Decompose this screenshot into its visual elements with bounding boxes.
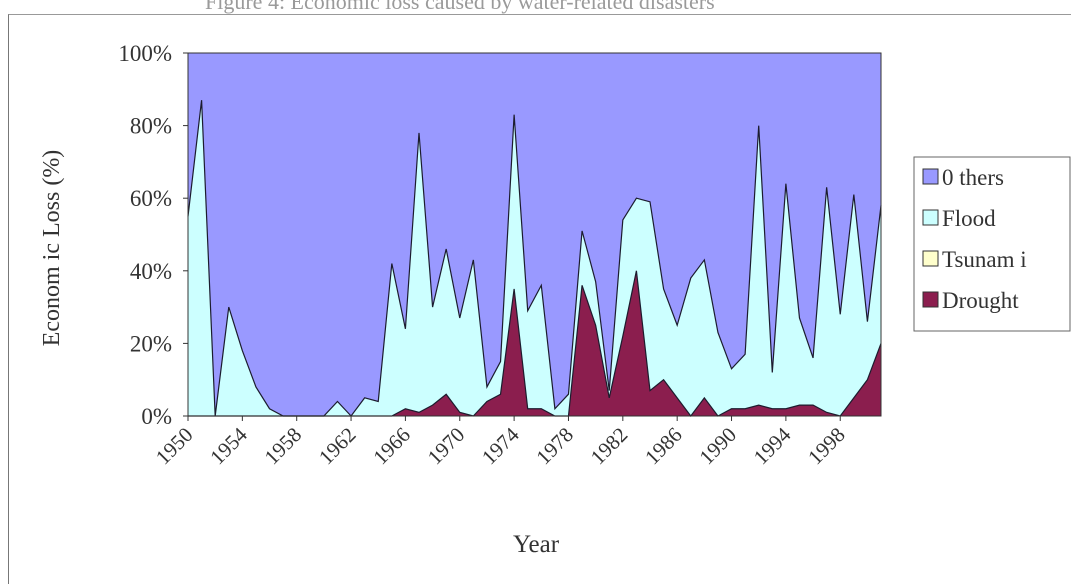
legend-label-0-thers: 0 thers	[942, 165, 1004, 190]
x-tick-label: 1986	[640, 423, 687, 470]
y-tick-label: 100%	[118, 41, 172, 66]
area-0-thers	[188, 53, 881, 416]
x-tick-label: 1966	[368, 423, 415, 470]
plot-area	[187, 52, 882, 418]
y-tick-label: 80%	[130, 114, 172, 139]
legend: 0 thers Flood Tsunam i Drought	[913, 156, 1071, 332]
area-flood	[188, 100, 881, 416]
x-tick-label: 1954	[205, 422, 252, 469]
legend-label-tsunam-i: Tsunam i	[942, 247, 1027, 272]
y-axis: 0% 20% 40% 60% 80% 100%	[118, 41, 189, 429]
legend-swatch-tsunam-i	[922, 250, 939, 267]
legend-label-flood: Flood	[942, 206, 996, 231]
chart-frame: 0% 20% 40% 60% 80% 100% 1950 1954 1958 1962 1966 1…	[8, 14, 1071, 584]
y-tick-label: 40%	[130, 259, 172, 284]
y-tick-label: 60%	[130, 186, 172, 211]
legend-label-drought: Drought	[942, 288, 1019, 313]
x-tick-label: 1998	[803, 423, 850, 470]
x-tick-label: 1978	[531, 423, 578, 470]
x-axis-label: Year	[513, 531, 560, 558]
legend-swatch-0-thers	[922, 168, 939, 185]
stacked-area-chart: 0%20%40%60%80%100% 1950 1954 1958 1962 1966 1…	[39, 41, 1071, 558]
legend-swatch-flood	[922, 209, 939, 226]
x-tick-label: 1990	[694, 423, 741, 470]
x-tick-label: 1982	[586, 423, 633, 470]
x-tick-label: 1994	[749, 422, 796, 469]
x-axis: 1950 1954 1958 1962 1966 1970 1974 1978 1982 1986…	[151, 415, 881, 470]
y-tick-label: 0%	[141, 404, 172, 429]
x-tick-label: 1950	[151, 423, 198, 470]
x-tick-label: 1958	[260, 423, 307, 470]
legend-box	[913, 156, 1071, 332]
figure-caption: Figure 4: Economic loss caused by water-…	[0, 0, 1071, 14]
x-tick-label: 1974	[477, 422, 524, 469]
y-axis-label: Econom ic Loss (%)	[39, 150, 65, 347]
x-tick-label: 1962	[314, 423, 361, 470]
x-tick-label: 1970	[423, 423, 470, 470]
figure-caption-text: Figure 4: Economic loss caused by water-…	[205, 0, 715, 14]
y-tick-label: 20%	[130, 331, 172, 356]
legend-swatch-drought	[922, 291, 939, 308]
